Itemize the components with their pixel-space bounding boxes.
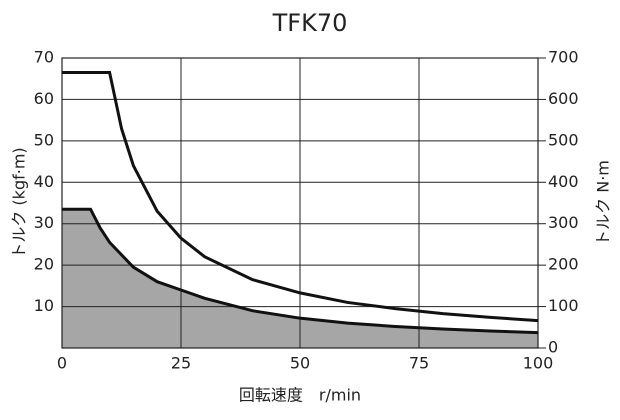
x-tick-label: 0 xyxy=(57,354,67,373)
y-axis-label: トルク (kgf·m) xyxy=(10,147,29,258)
y2-tick-label: 300 xyxy=(548,213,579,232)
y2-tick-label: 700 xyxy=(548,48,579,67)
y-tick-label: 70 xyxy=(34,48,54,67)
x-tick-label: 100 xyxy=(523,354,554,373)
plot-frame xyxy=(61,57,539,349)
x-axis-label: 回転速度 r/min xyxy=(239,386,361,405)
y2-tick-label: 500 xyxy=(548,130,579,149)
chart-title: TFK70 xyxy=(272,9,348,37)
x-tick-label: 50 xyxy=(290,354,310,373)
y-tick-label: 20 xyxy=(34,255,54,274)
x-tick-label: 25 xyxy=(171,354,191,373)
y-tick-label: 10 xyxy=(34,296,54,315)
y2-tick-label: 600 xyxy=(548,89,579,108)
y-tick-label: 50 xyxy=(34,130,54,149)
y2-tick-label: 0 xyxy=(548,338,558,357)
line xyxy=(62,207,539,335)
y-tick-label: 40 xyxy=(34,172,54,191)
y2-tick-label: 400 xyxy=(548,172,579,191)
y-tick-label: 30 xyxy=(34,213,54,232)
y-tick-label: 60 xyxy=(34,89,54,108)
y2-tick-label: 100 xyxy=(548,296,579,315)
x-tick-label: 75 xyxy=(409,354,429,373)
line xyxy=(62,71,539,323)
y2-tick-label: 200 xyxy=(548,255,579,274)
y2-axis-label: トルク N·m xyxy=(594,160,613,246)
